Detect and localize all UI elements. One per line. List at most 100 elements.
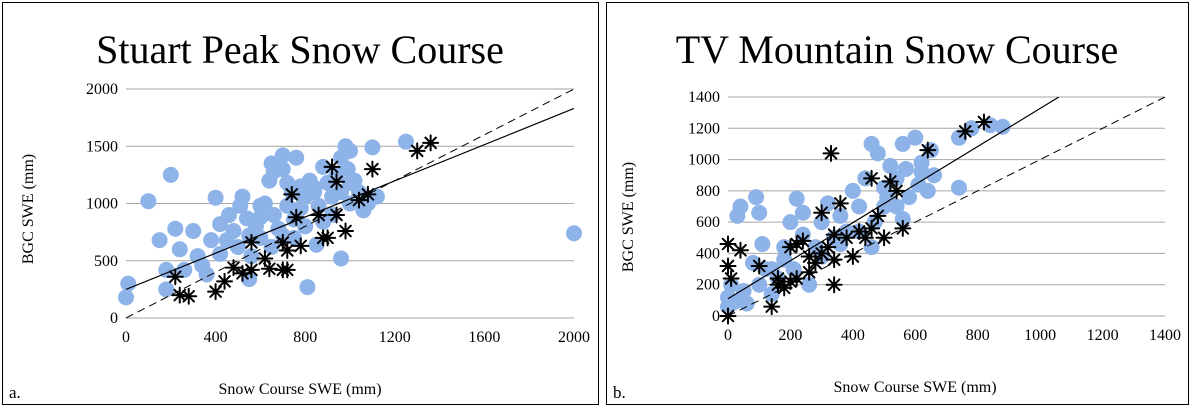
x-tick-label: 200 bbox=[778, 327, 802, 344]
data-point-star bbox=[788, 269, 806, 287]
y-tick-label: 1400 bbox=[688, 89, 720, 106]
panel-label: b. bbox=[613, 383, 626, 402]
y-tick-label: 1500 bbox=[86, 138, 118, 155]
data-point bbox=[782, 214, 799, 231]
star-stroke bbox=[884, 175, 897, 188]
data-point bbox=[252, 209, 269, 226]
data-point-star bbox=[750, 257, 768, 275]
data-point-star bbox=[242, 233, 260, 251]
data-point bbox=[364, 139, 381, 156]
data-point-star bbox=[719, 235, 737, 253]
data-point bbox=[763, 261, 780, 278]
y-tick-label: 400 bbox=[696, 245, 720, 262]
data-point bbox=[158, 261, 175, 278]
star-stroke bbox=[352, 193, 366, 207]
data-point-star bbox=[919, 141, 937, 159]
data-point bbox=[167, 220, 184, 237]
data-point bbox=[844, 182, 861, 199]
data-point bbox=[203, 232, 220, 249]
x-tick-label: 1000 bbox=[1024, 327, 1056, 344]
data-point bbox=[398, 133, 414, 150]
data-point bbox=[342, 142, 358, 159]
x-axis-label: Snow Course SWE (mm) bbox=[218, 381, 381, 398]
chart-title: Stuart Peak Snow Course bbox=[96, 27, 504, 72]
star-stroke bbox=[796, 234, 810, 248]
data-point bbox=[897, 160, 914, 177]
data-point bbox=[863, 239, 880, 256]
data-point bbox=[274, 147, 291, 164]
data-point-star bbox=[763, 298, 781, 316]
star-stroke bbox=[840, 231, 853, 245]
star-stroke bbox=[209, 285, 222, 298]
y-tick-label: 0 bbox=[712, 308, 720, 325]
data-point bbox=[120, 275, 137, 292]
star-stroke bbox=[827, 253, 841, 266]
data-point bbox=[751, 276, 768, 293]
data-point bbox=[901, 189, 918, 206]
data-point bbox=[732, 198, 749, 215]
panel-label: a. bbox=[9, 383, 21, 402]
star-stroke bbox=[339, 224, 352, 238]
x-tick-label: 1200 bbox=[379, 329, 411, 346]
data-point-star bbox=[863, 219, 881, 237]
star-stroke bbox=[734, 243, 747, 257]
data-point bbox=[801, 276, 818, 293]
y-tick-label: 500 bbox=[94, 253, 118, 270]
star-stroke bbox=[771, 278, 785, 292]
star-stroke bbox=[809, 256, 822, 270]
data-point-star bbox=[408, 142, 426, 160]
star-stroke bbox=[859, 231, 872, 245]
star-stroke bbox=[182, 289, 196, 303]
data-point bbox=[788, 190, 805, 207]
data-point bbox=[158, 281, 175, 298]
data-point bbox=[368, 188, 385, 205]
data-point-star bbox=[956, 122, 974, 140]
data-point bbox=[299, 279, 316, 296]
x-tick-label: 1600 bbox=[468, 329, 500, 346]
star-stroke bbox=[218, 275, 231, 288]
data-point bbox=[950, 179, 967, 196]
data-point bbox=[913, 164, 930, 181]
x-tick-label: 400 bbox=[841, 327, 865, 344]
data-point-star bbox=[819, 238, 837, 256]
data-point bbox=[140, 193, 157, 210]
star-stroke bbox=[846, 250, 860, 263]
data-point-star bbox=[838, 229, 856, 247]
lines-layer bbox=[125, 89, 575, 319]
data-point bbox=[234, 188, 251, 205]
data-point-star bbox=[800, 263, 818, 281]
star-stroke bbox=[977, 115, 991, 129]
data-point bbox=[894, 135, 911, 152]
star-stroke bbox=[330, 208, 343, 222]
lines-layer bbox=[727, 97, 1166, 317]
x-tick-label: 800 bbox=[293, 329, 317, 346]
data-point-star bbox=[337, 222, 355, 240]
data-point-star bbox=[822, 144, 840, 162]
data-point-star bbox=[813, 204, 831, 222]
data-point-star bbox=[806, 254, 824, 272]
x-tick-label: 1400 bbox=[1149, 327, 1181, 344]
data-point-star bbox=[769, 276, 787, 294]
data-point-star bbox=[328, 173, 346, 191]
data-point-star bbox=[292, 237, 310, 255]
data-point bbox=[919, 182, 936, 199]
x-tick-label: 400 bbox=[204, 329, 228, 346]
data-point bbox=[176, 261, 193, 278]
data-point bbox=[876, 198, 893, 215]
y-tick-label: 1000 bbox=[86, 196, 118, 213]
star-stroke bbox=[790, 272, 803, 285]
panel-b: TV Mountain Snow Course Snow Course SWE … bbox=[606, 2, 1189, 405]
star-stroke bbox=[802, 250, 816, 263]
star-stroke bbox=[815, 206, 828, 220]
data-point bbox=[748, 189, 765, 206]
star-stroke bbox=[865, 172, 878, 185]
data-point bbox=[333, 250, 350, 267]
data-point-star bbox=[310, 206, 328, 224]
data-point-star bbox=[328, 206, 346, 224]
star-stroke bbox=[752, 259, 766, 273]
star-stroke bbox=[865, 222, 878, 235]
data-point-star bbox=[781, 238, 799, 256]
data-point bbox=[342, 174, 358, 191]
data-point-star bbox=[831, 194, 849, 212]
